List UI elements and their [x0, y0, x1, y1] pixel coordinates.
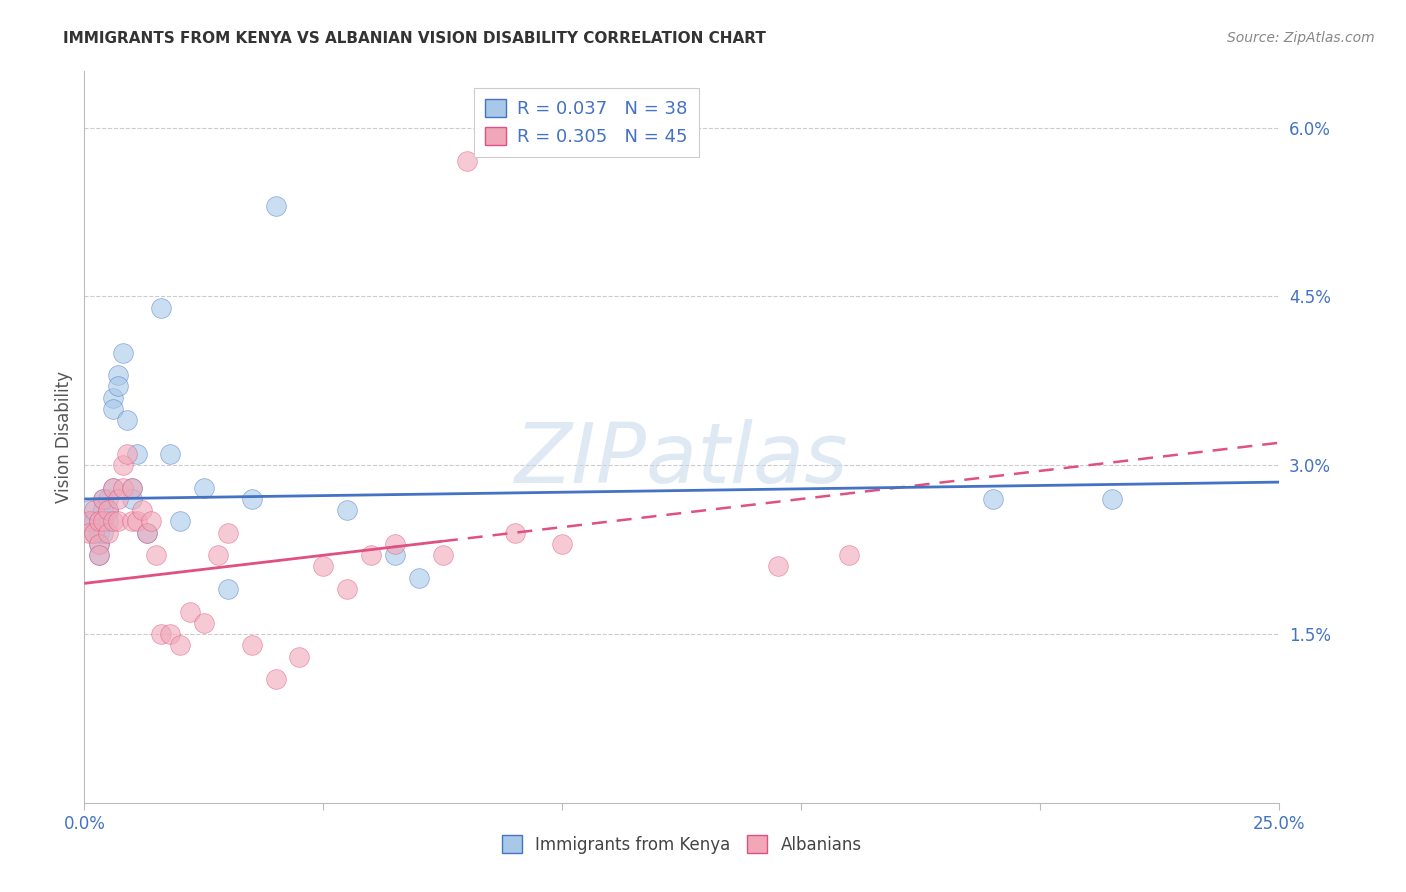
Point	[125, 447, 148, 461]
Point	[101, 401, 124, 416]
Point	[288, 649, 311, 664]
Point	[117, 413, 139, 427]
Point	[384, 548, 406, 562]
Point	[111, 345, 134, 359]
Point	[135, 525, 157, 540]
Point	[117, 447, 139, 461]
Point	[77, 515, 100, 529]
Point	[107, 368, 129, 383]
Point	[432, 548, 454, 562]
Point	[83, 525, 105, 540]
Point	[83, 525, 105, 540]
Point	[111, 458, 134, 473]
Point	[135, 525, 157, 540]
Point	[838, 548, 860, 562]
Point	[264, 672, 287, 686]
Point	[101, 391, 124, 405]
Text: ZIPatlas: ZIPatlas	[515, 418, 849, 500]
Point	[97, 503, 120, 517]
Point	[193, 615, 215, 630]
Point	[149, 301, 172, 315]
Text: IMMIGRANTS FROM KENYA VS ALBANIAN VISION DISABILITY CORRELATION CHART: IMMIGRANTS FROM KENYA VS ALBANIAN VISION…	[63, 31, 766, 46]
Point	[107, 491, 129, 506]
Point	[141, 515, 163, 529]
Point	[551, 537, 574, 551]
Point	[87, 515, 110, 529]
Point	[240, 491, 263, 506]
Point	[131, 503, 153, 517]
Point	[77, 515, 100, 529]
Point	[87, 515, 110, 529]
Point	[97, 503, 120, 517]
Point	[336, 503, 359, 517]
Legend: Immigrants from Kenya, Albanians: Immigrants from Kenya, Albanians	[495, 829, 869, 860]
Point	[159, 627, 181, 641]
Point	[217, 525, 239, 540]
Point	[121, 515, 143, 529]
Point	[97, 515, 120, 529]
Point	[107, 379, 129, 393]
Point	[503, 525, 526, 540]
Point	[193, 481, 215, 495]
Point	[384, 537, 406, 551]
Point	[83, 503, 105, 517]
Point	[207, 548, 229, 562]
Point	[312, 559, 335, 574]
Point	[111, 481, 134, 495]
Point	[87, 548, 110, 562]
Point	[169, 515, 191, 529]
Point	[87, 537, 110, 551]
Point	[93, 503, 115, 517]
Y-axis label: Vision Disability: Vision Disability	[55, 371, 73, 503]
Point	[97, 525, 120, 540]
Point	[240, 638, 263, 652]
Point	[101, 481, 124, 495]
Point	[408, 571, 430, 585]
Point	[77, 525, 100, 540]
Point	[981, 491, 1004, 506]
Point	[121, 481, 143, 495]
Point	[125, 515, 148, 529]
Point	[169, 638, 191, 652]
Point	[336, 582, 359, 596]
Point	[766, 559, 789, 574]
Point	[93, 515, 115, 529]
Point	[87, 548, 110, 562]
Point	[97, 491, 120, 506]
Point	[360, 548, 382, 562]
Point	[93, 525, 115, 540]
Point	[101, 515, 124, 529]
Point	[121, 481, 143, 495]
Point	[107, 515, 129, 529]
Point	[179, 605, 201, 619]
Point	[145, 548, 167, 562]
Point	[149, 627, 172, 641]
Point	[217, 582, 239, 596]
Point	[121, 491, 143, 506]
Point	[93, 515, 115, 529]
Point	[159, 447, 181, 461]
Point	[87, 537, 110, 551]
Text: Source: ZipAtlas.com: Source: ZipAtlas.com	[1227, 31, 1375, 45]
Point	[93, 491, 115, 506]
Point	[83, 515, 105, 529]
Point	[456, 154, 478, 169]
Point	[87, 525, 110, 540]
Point	[93, 491, 115, 506]
Point	[101, 481, 124, 495]
Point	[77, 503, 100, 517]
Point	[1101, 491, 1123, 506]
Point	[264, 199, 287, 213]
